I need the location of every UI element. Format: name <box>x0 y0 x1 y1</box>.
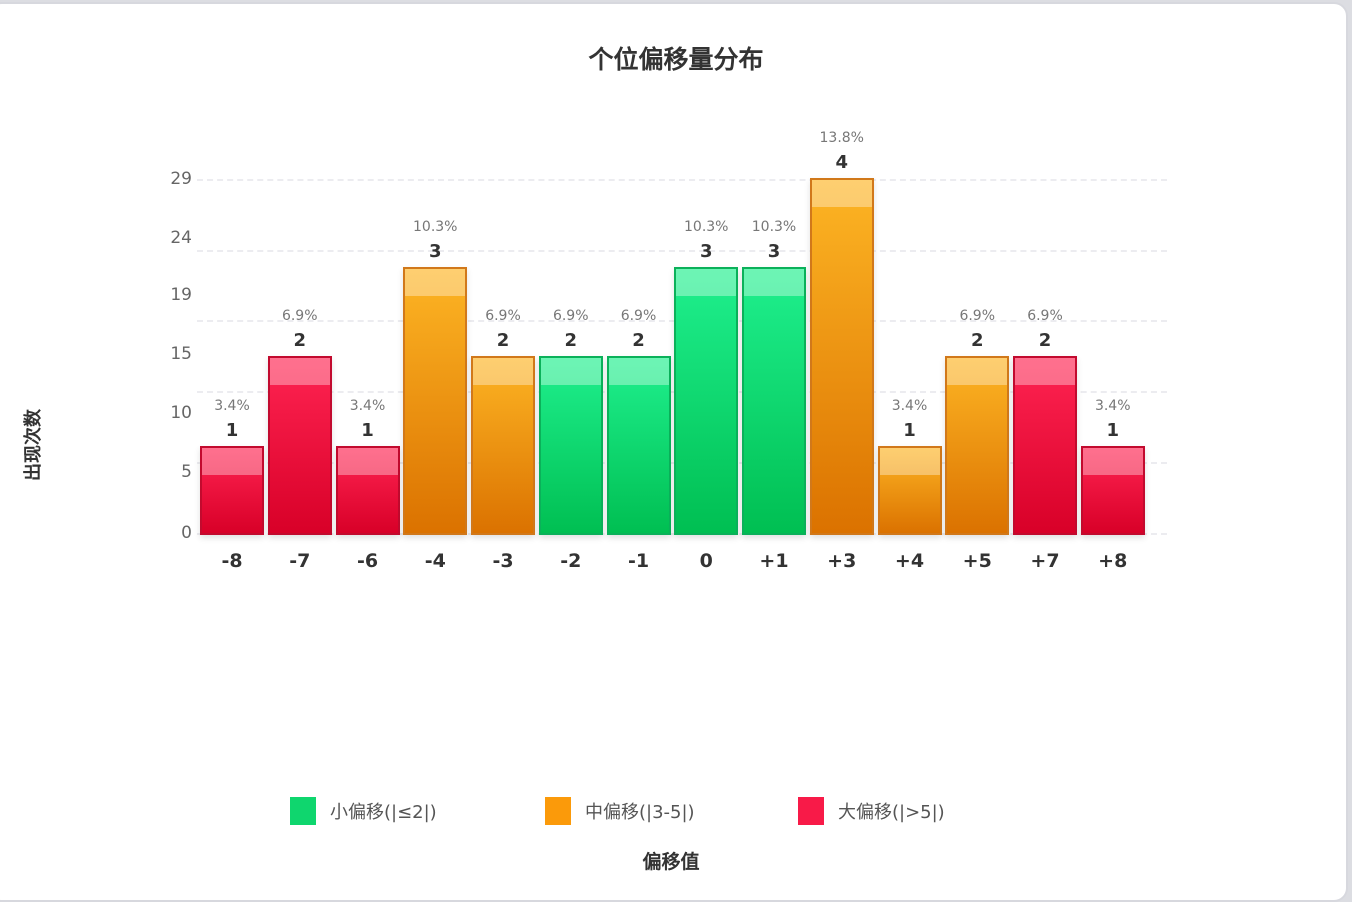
bar-gloss <box>879 447 940 475</box>
bar-gloss <box>1015 358 1075 386</box>
bar--2[interactable] <box>538 356 603 535</box>
x-tick-label: -2 <box>560 550 582 572</box>
bar--7[interactable] <box>267 356 332 535</box>
bar-gloss <box>1082 447 1143 475</box>
bar-count-label: 2 <box>564 330 578 352</box>
gridline <box>197 250 1167 252</box>
bar-count-label: 1 <box>1106 419 1120 441</box>
bar-+4[interactable] <box>877 445 942 535</box>
plot-area: 0 5 10 15 19 24 29 1 3.4% -8 2 6.9% -7 1 3.4% -6 3 10.3% -… <box>170 129 1167 572</box>
x-tick-label: +3 <box>827 550 857 572</box>
x-axis-label: 偏移值 <box>642 851 700 873</box>
legend-label: 中偏移(|3-5|) <box>585 802 695 823</box>
bar-percent-label: 3.4% <box>214 397 250 414</box>
x-tick-label: -4 <box>424 550 446 572</box>
legend-label: 小偏移(|≤2|) <box>330 802 437 823</box>
x-tick-label: 0 <box>699 550 713 572</box>
x-tick-label: -8 <box>221 550 243 572</box>
bar-count-label: 2 <box>1038 330 1052 352</box>
bar--8[interactable] <box>200 445 264 535</box>
x-tick-label: +8 <box>1098 550 1128 572</box>
bar-count-label: 2 <box>496 330 510 352</box>
bar-count-label: 2 <box>632 330 645 352</box>
bar-percent-label: 6.9% <box>552 308 589 325</box>
legend-swatch <box>798 797 824 825</box>
bar-count-label: 3 <box>699 241 713 263</box>
bar-+5[interactable] <box>945 356 1010 535</box>
bar-percent-label: 6.9% <box>959 308 996 325</box>
bar--4[interactable] <box>403 267 468 535</box>
bar-count-label: 2 <box>293 330 307 352</box>
bar-0[interactable] <box>674 267 739 535</box>
bar-percent-label: 6.9% <box>620 308 657 325</box>
bar--3[interactable] <box>471 356 535 535</box>
y-tick-label: 15 <box>170 344 192 364</box>
bar-gloss <box>337 447 398 475</box>
x-tick-label: +1 <box>759 550 789 572</box>
y-tick-label: 10 <box>170 403 192 423</box>
bar-gloss <box>202 447 262 475</box>
bar-count-label: 3 <box>767 241 781 263</box>
bar-gloss <box>947 358 1008 386</box>
bar-+8[interactable] <box>1080 445 1145 535</box>
bar-+1[interactable] <box>742 267 806 535</box>
bar-gloss <box>676 269 737 297</box>
bar-count-label: 1 <box>361 419 374 441</box>
bar-count-label: 1 <box>225 419 239 441</box>
bar-percent-label: 6.9% <box>1027 308 1063 325</box>
bar-count-label: 2 <box>970 330 984 352</box>
bar-count-label: 4 <box>835 151 849 173</box>
x-tick-label: -6 <box>356 550 379 572</box>
bar-gloss <box>540 358 601 386</box>
bar-percent-label: 13.8% <box>819 129 864 146</box>
bar-gloss <box>744 269 804 297</box>
bar-gloss <box>473 358 533 386</box>
bar-gloss <box>269 358 330 386</box>
bar-count-label: 3 <box>428 241 442 263</box>
x-tick-label: -3 <box>492 550 514 572</box>
legend-label: 大偏移(|>5|) <box>838 802 945 823</box>
legend-swatch <box>290 797 316 825</box>
bar-percent-label: 10.3% <box>413 219 458 236</box>
bar-percent-label: 3.4% <box>891 397 928 414</box>
bar-percent-label: 3.4% <box>349 397 386 414</box>
bar-percent-label: 3.4% <box>1094 397 1131 414</box>
y-tick-label: 29 <box>170 169 192 189</box>
y-tick-label: 19 <box>170 285 192 305</box>
x-tick-label: -7 <box>289 550 311 572</box>
bar-gloss <box>608 358 669 386</box>
y-tick-label: 0 <box>181 523 192 543</box>
bar-gloss <box>405 269 466 297</box>
bar-percent-label: 10.3% <box>751 219 797 236</box>
legend-item-small[interactable]: 小偏移(|≤2|) <box>290 797 437 825</box>
y-tick-label: 24 <box>170 228 192 248</box>
bar-percent-label: 6.9% <box>281 308 318 325</box>
legend-swatch <box>545 797 571 825</box>
x-tick-label: +7 <box>1030 550 1060 572</box>
bar--1[interactable] <box>606 356 671 535</box>
gridline <box>197 179 1167 181</box>
legend-item-medium[interactable]: 中偏移(|3-5|) <box>545 797 695 825</box>
x-tick-label: +4 <box>894 550 925 572</box>
bar--6[interactable] <box>335 445 400 535</box>
bar-+3[interactable] <box>809 177 874 535</box>
x-tick-label: +5 <box>962 550 992 572</box>
bar-percent-label: 6.9% <box>485 308 521 325</box>
bar-+7[interactable] <box>1013 356 1077 535</box>
y-tick-label: 5 <box>181 462 192 482</box>
x-tick-label: -1 <box>627 550 650 572</box>
bar-gloss <box>811 179 872 207</box>
bar-count-label: 1 <box>903 419 916 441</box>
chart-title: 个位偏移量分布 <box>588 45 764 74</box>
legend-item-large[interactable]: 大偏移(|>5|) <box>798 797 945 825</box>
bar-percent-label: 10.3% <box>684 219 729 236</box>
